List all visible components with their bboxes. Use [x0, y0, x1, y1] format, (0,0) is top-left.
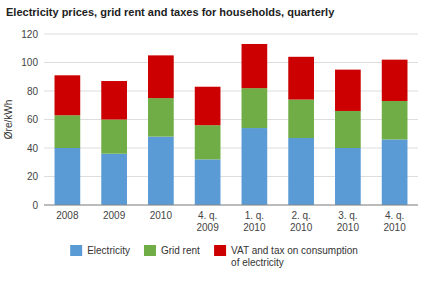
bar-segment	[382, 139, 408, 205]
text-line: 2010	[243, 222, 266, 233]
bar-segment	[335, 148, 361, 205]
text-line: 3. q.	[338, 210, 357, 221]
grid-line	[44, 91, 418, 92]
background	[0, 0, 428, 299]
bars	[55, 44, 408, 205]
x-tick-label: 4. q.2010	[384, 210, 407, 233]
text-line: 4. q.	[198, 210, 217, 221]
text-line: of electricity	[231, 257, 284, 268]
y-tick-label: 0	[32, 200, 38, 211]
x-tick-label: 2008	[56, 210, 79, 221]
bar-segment	[288, 138, 314, 205]
x-tick-label: 4. q.2009	[197, 210, 220, 233]
bar-segment	[101, 120, 127, 154]
grid-line	[44, 34, 418, 35]
text-line: 2009	[103, 210, 126, 221]
bar-segment	[101, 154, 127, 205]
x-tick-label: 3. q.2010	[337, 210, 360, 233]
text-line: 2010	[384, 222, 407, 233]
bar-segment	[288, 100, 314, 138]
text-line: 2010	[150, 210, 173, 221]
bar-segment	[55, 75, 81, 115]
grid-line	[44, 148, 418, 149]
bar-segment	[242, 128, 268, 205]
bar-segment	[148, 98, 174, 136]
grid-line	[44, 62, 418, 63]
bar-segment	[335, 70, 361, 111]
legend-item: Grid rent	[144, 245, 200, 256]
y-tick-label: 60	[27, 114, 39, 125]
legend-swatch	[70, 245, 82, 256]
bar-segment	[242, 88, 268, 128]
chart: Electricity prices, grid rent and taxes …	[0, 0, 428, 299]
y-tick-label: 80	[27, 86, 39, 97]
y-tick-label: 120	[21, 29, 38, 40]
bar-segment	[335, 111, 361, 148]
x-axis-line	[44, 205, 418, 206]
x-tick-label: 2010	[150, 210, 173, 221]
x-tick-label: 1. q.2010	[243, 210, 266, 233]
bar-segment	[55, 148, 81, 205]
text-line: 2010	[290, 222, 313, 233]
text-line: 2010	[337, 222, 360, 233]
legend: Electricity Grid rent VAT and tax on consu…	[70, 245, 358, 268]
text-line: 4. q.	[385, 210, 404, 221]
legend-swatch	[144, 245, 156, 256]
bar-segment	[55, 115, 81, 148]
legend-label: Grid rent	[161, 245, 200, 256]
bar-segment	[148, 137, 174, 205]
grid-line	[44, 176, 418, 177]
text-line: VAT and tax on consumption	[231, 245, 358, 256]
y-tick-label: 100	[21, 57, 38, 68]
text-line: Grid rent	[161, 245, 200, 256]
text-line: 2. q.	[291, 210, 310, 221]
y-tick-label: 20	[27, 171, 39, 182]
legend-swatch	[214, 245, 226, 256]
legend-label: Electricity	[87, 245, 130, 256]
x-tick-label: 2009	[103, 210, 126, 221]
grid-line	[44, 205, 418, 206]
title: Electricity prices, grid rent and taxes …	[6, 6, 335, 18]
text-line: 2009	[197, 222, 220, 233]
legend-label: VAT and tax on consumptionof electricity	[231, 245, 358, 268]
bar-segment	[195, 87, 221, 125]
y-axis-label: Øre/kWh	[3, 100, 14, 139]
bar-segment	[101, 81, 127, 119]
text-line: Electricity	[87, 245, 130, 256]
bar-segment	[382, 60, 408, 101]
y-tick-label: 40	[27, 143, 39, 154]
legend-item: Electricity	[70, 245, 130, 256]
bar-segment	[195, 125, 221, 159]
legend-item: VAT and tax on consumptionof electricity	[214, 245, 358, 268]
bar-segment	[288, 57, 314, 100]
bar-segment	[195, 159, 221, 205]
bar-segment	[148, 55, 174, 98]
text-line: 1. q.	[245, 210, 264, 221]
x-tick-label: 2. q.2010	[290, 210, 313, 233]
bar-segment	[382, 101, 408, 139]
text-line: 2008	[56, 210, 79, 221]
bar-segment	[242, 44, 268, 88]
grid-line	[44, 119, 418, 120]
